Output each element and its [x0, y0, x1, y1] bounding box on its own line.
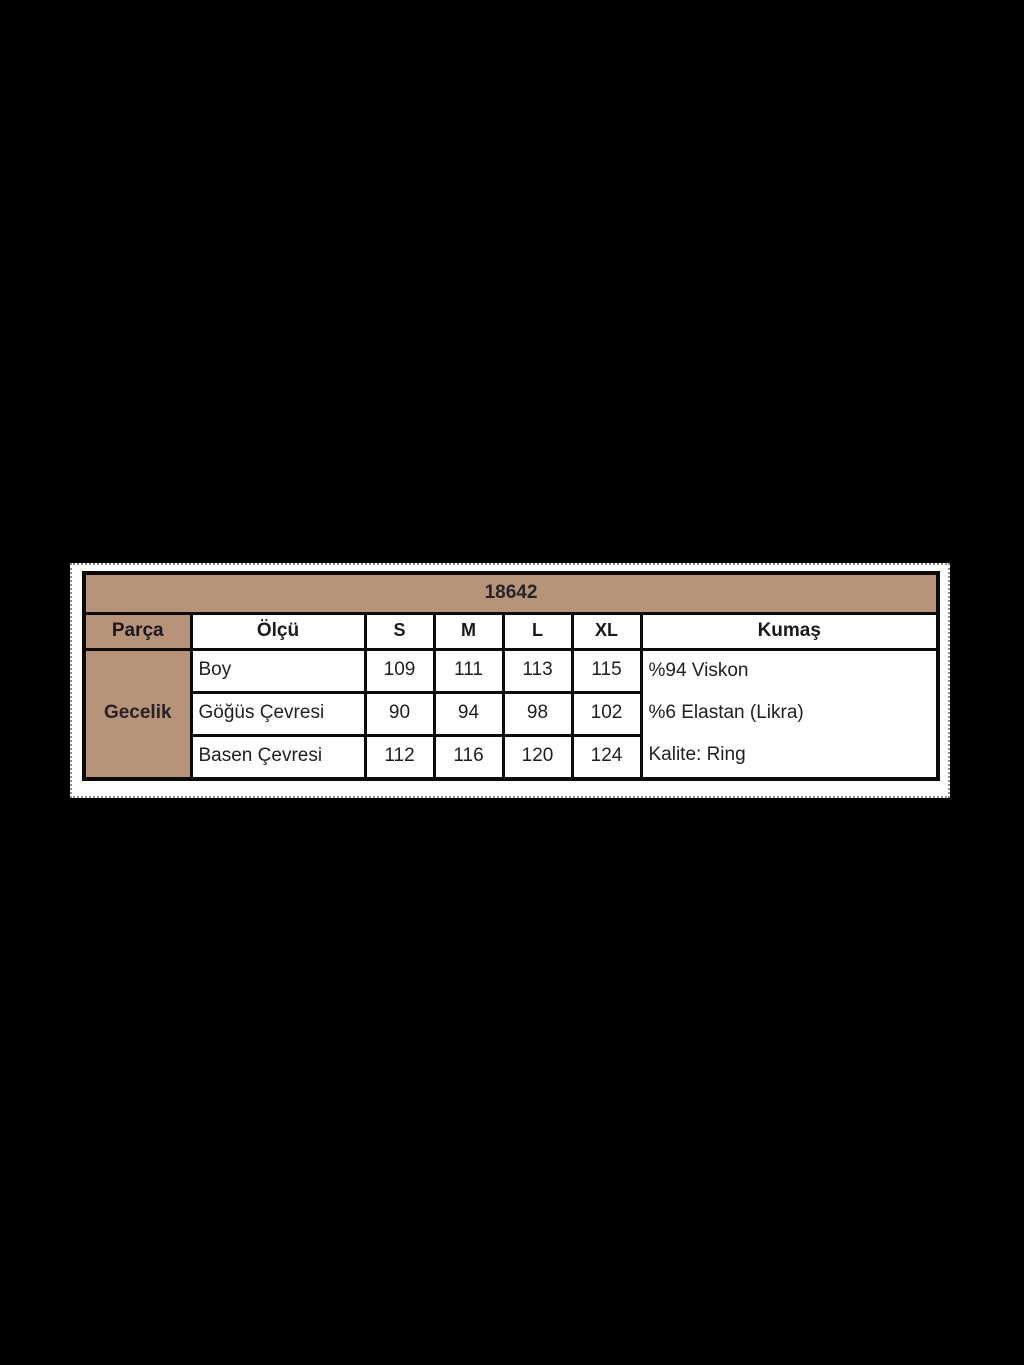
col-header-size-l: L	[501, 611, 574, 651]
col-header-olcu: Ölçü	[189, 611, 367, 651]
value-gogus-xl: 102	[570, 690, 643, 737]
value-gogus-s: 90	[363, 690, 436, 737]
value-basen-s: 112	[363, 733, 436, 781]
col-header-size-xl: XL	[570, 611, 643, 651]
table-row-boy: Gecelik Boy 109 111 113 115 %94 Viskon %…	[82, 647, 940, 780]
product-code-row: 18642	[82, 571, 940, 615]
product-code: 18642	[82, 571, 940, 615]
value-basen-m: 116	[432, 733, 505, 781]
measure-label-gogus: Göğüs Çevresi	[189, 690, 367, 737]
measure-label-basen: Basen Çevresi	[189, 733, 367, 781]
col-header-kumas: Kumaş	[639, 611, 940, 651]
value-boy-m: 111	[432, 647, 505, 694]
measure-label-boy: Boy	[189, 647, 367, 694]
column-header-row: Parça Ölçü S M L XL Kumaş	[82, 611, 940, 651]
table-row-gogus-cevresi: Göğüs Çevresi 90 94 98 102	[84, 690, 938, 737]
value-boy-s: 109	[363, 647, 436, 694]
col-header-size-s: S	[363, 611, 436, 651]
value-gogus-l: 98	[501, 690, 574, 737]
value-boy-l: 113	[501, 647, 574, 694]
size-chart-panel: 18642 Parça Ölçü S M L XL Kumaş Gecelik …	[70, 563, 950, 798]
value-basen-l: 120	[501, 733, 574, 781]
col-header-size-m: M	[432, 611, 505, 651]
value-boy-xl: 115	[570, 647, 643, 694]
fabric-info-cell: %94 Viskon %6 Elastan (Likra) Kalite: Ri…	[639, 647, 940, 780]
value-gogus-m: 94	[432, 690, 505, 737]
table-row-basen-cevresi: Basen Çevresi 112 116 120 124	[84, 733, 938, 781]
fabric-line-elastan: %6 Elastan (Likra)	[648, 702, 804, 724]
part-name-cell: Gecelik	[82, 647, 193, 780]
fabric-info-stack: %94 Viskon %6 Elastan (Likra) Kalite: Ri…	[644, 652, 935, 776]
value-basen-xl: 124	[570, 733, 643, 781]
fabric-line-viskon: %94 Viskon	[648, 660, 749, 682]
fabric-line-kalite: Kalite: Ring	[648, 744, 746, 766]
col-header-parca: Parça	[82, 611, 193, 651]
size-chart-table: 18642 Parça Ölçü S M L XL Kumaş Gecelik …	[82, 571, 940, 781]
